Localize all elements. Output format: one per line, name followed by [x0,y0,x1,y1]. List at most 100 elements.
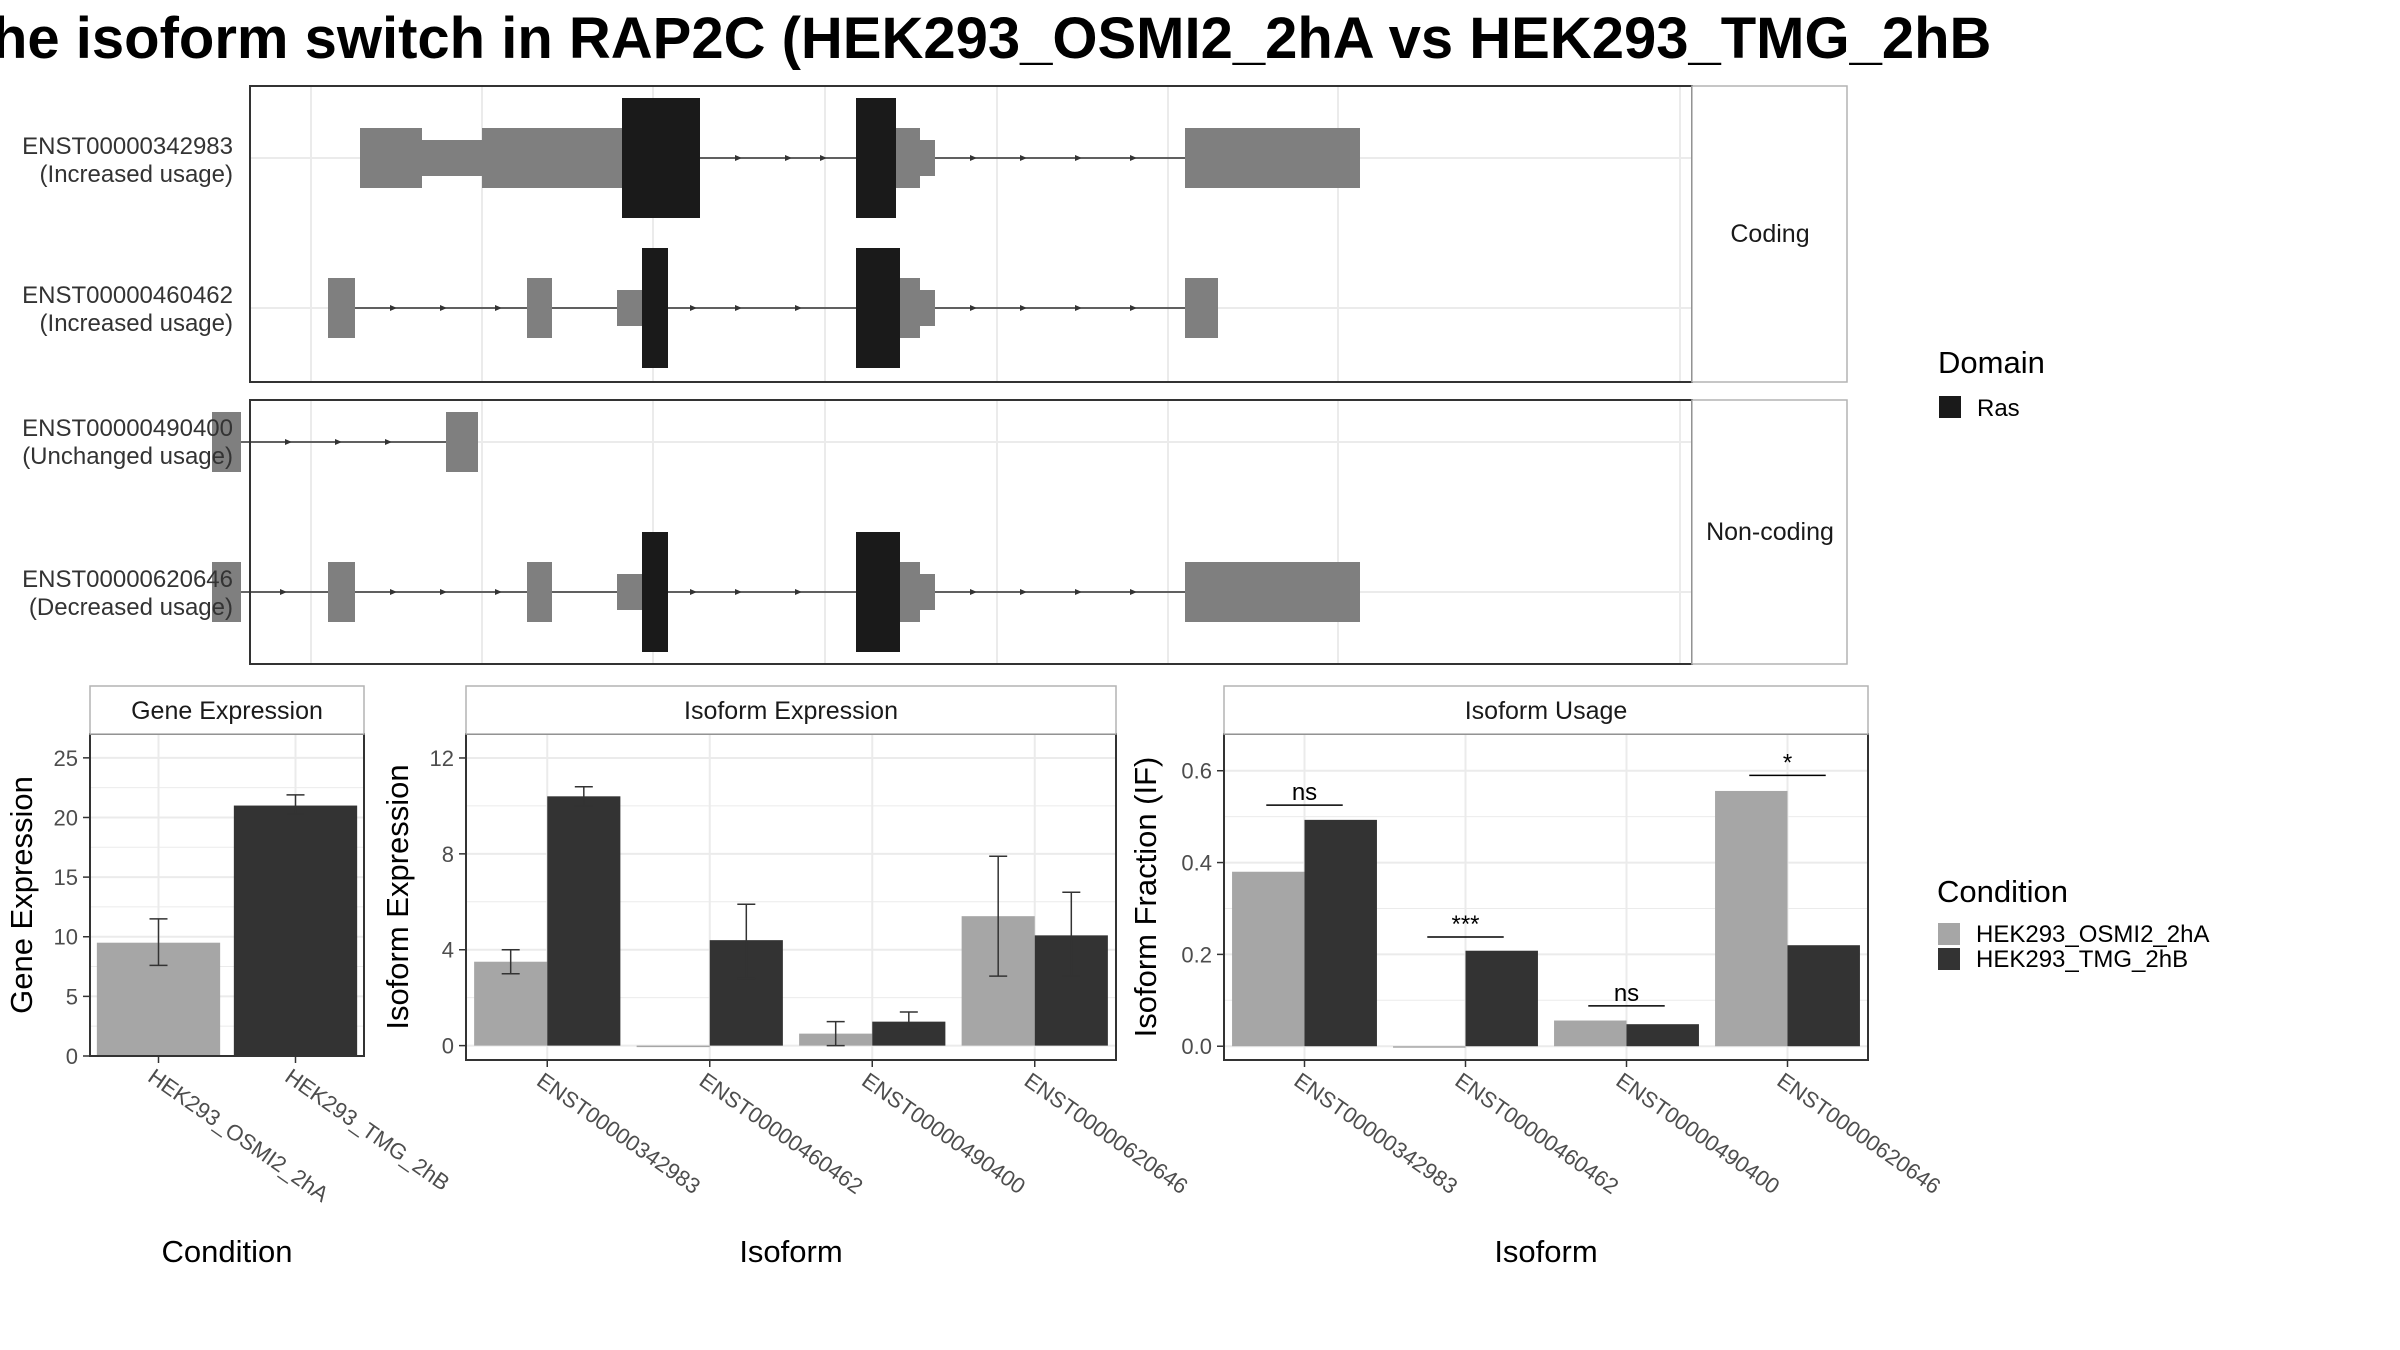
exon-block [920,574,935,610]
exon-block [1185,562,1360,622]
facet-coding-panel [250,86,1692,382]
panel-strip [89,685,365,735]
intron-arrow [785,155,792,161]
panel-strip [465,685,1117,735]
intron-arrow [495,589,502,595]
y-tick-label: 15 [54,865,78,890]
intron-arrow [970,589,977,595]
intron-arrow [285,439,292,445]
intron-arrow [795,589,802,595]
x-tick-label: ENST00000620646 [1020,1068,1193,1199]
intron-arrow [495,305,502,311]
intron-arrow [690,305,697,311]
panel-strip-label: Isoform Expression [684,697,898,725]
intron-arrow [390,305,397,311]
condition-legend: Condition HEK293_OSMI2_2hA HEK293_TMG_2h… [1937,874,2209,973]
intron-arrow [820,155,827,161]
bar [1393,1046,1466,1048]
facet-coding: Coding [249,85,1848,383]
exon-block [482,128,612,188]
exon-block [360,128,422,188]
exon-block [900,278,920,338]
exon-block [920,290,935,326]
x-tick-label: ENST00000460462 [695,1068,868,1199]
y-tick-label: 0.2 [1181,942,1212,967]
bar [547,796,621,1046]
x-axis-title: Isoform [1494,1234,1597,1269]
x-tick-label: ENST00000490400 [1612,1068,1785,1199]
intron-arrow [795,305,802,311]
domain-legend-swatch [1939,396,1961,418]
ras-domain-block [856,532,900,652]
y-tick-label: 20 [54,805,78,830]
bar [1465,950,1538,1047]
facet-coding-transcripts [328,98,1360,368]
y-tick-label: 0.0 [1181,1034,1212,1059]
ras-domain-block [856,98,896,218]
y-tick-label: 0.6 [1181,759,1212,784]
bar [1232,871,1305,1047]
intron-arrow [690,589,697,595]
condition-legend-swatch-b [1938,948,1960,970]
intron-arrow [1075,589,1082,595]
condition-legend-label-a: HEK293_OSMI2_2hA [1976,921,2209,948]
significance-label: * [1783,749,1792,776]
transcript-status-label: (Unchanged usage) [22,443,233,470]
intron-arrow [335,439,342,445]
bar [1626,1024,1699,1047]
intron-arrow [1130,589,1137,595]
y-axis-title: Isoform Fraction (IF) [1128,757,1163,1038]
exon-block [900,562,920,622]
condition-legend-title: Condition [1937,874,2068,909]
x-tick-label: ENST00000620646 [1773,1068,1946,1199]
intron-arrow [1130,305,1137,311]
y-tick-label: 10 [54,925,78,950]
intron-arrow [440,589,447,595]
transcript-id-label: ENST00000342983 [22,133,233,160]
bar [1554,1020,1627,1047]
exon-block [212,562,241,622]
intron-arrow [280,589,287,595]
exon-block [617,574,642,610]
facet-noncoding-panel [250,400,1692,664]
intron-arrow [735,305,742,311]
intron-arrow [1130,155,1137,161]
facet-noncoding-label: Non-coding [1706,518,1834,546]
condition-legend-label-b: HEK293_TMG_2hB [1976,946,2188,973]
ras-domain-block [622,98,700,218]
transcript-id-label: ENST00000620646 [22,566,233,593]
ras-domain-block [642,532,668,652]
intron-arrow [385,439,392,445]
y-tick-label: 4 [442,938,454,963]
intron-arrow [440,305,447,311]
x-tick-label: ENST00000460462 [1451,1068,1624,1199]
bar [1304,819,1377,1047]
intron-arrow [970,155,977,161]
transcript-id-label: ENST00000460462 [22,282,233,309]
exon-block [212,412,241,472]
y-tick-label: 8 [442,842,454,867]
transcript-labels: ENST00000342983 (Increased usage) ENST00… [22,133,233,621]
intron-arrow [1075,305,1082,311]
y-tick-label: 25 [54,746,78,771]
y-tick-label: 0 [442,1034,454,1059]
bar [233,805,358,1056]
panel-strip [1223,685,1869,735]
x-axis-title: Isoform [739,1234,842,1269]
transcript-status-label: (Decreased usage) [29,594,233,621]
exon-block [527,562,552,622]
y-tick-label: 0 [66,1044,78,1069]
panel-strip-label: Isoform Usage [1465,697,1628,725]
bar [872,1021,946,1046]
exon-block [328,278,355,338]
significance-label: ns [1614,980,1639,1007]
intron-arrow [1075,155,1082,161]
bar [1715,790,1788,1047]
transcript-status-label: (Increased usage) [40,310,233,337]
panel-strip-label: Gene Expression [131,697,323,725]
bar [474,961,548,1046]
exon-block [328,562,355,622]
y-tick-label: 12 [430,746,454,771]
